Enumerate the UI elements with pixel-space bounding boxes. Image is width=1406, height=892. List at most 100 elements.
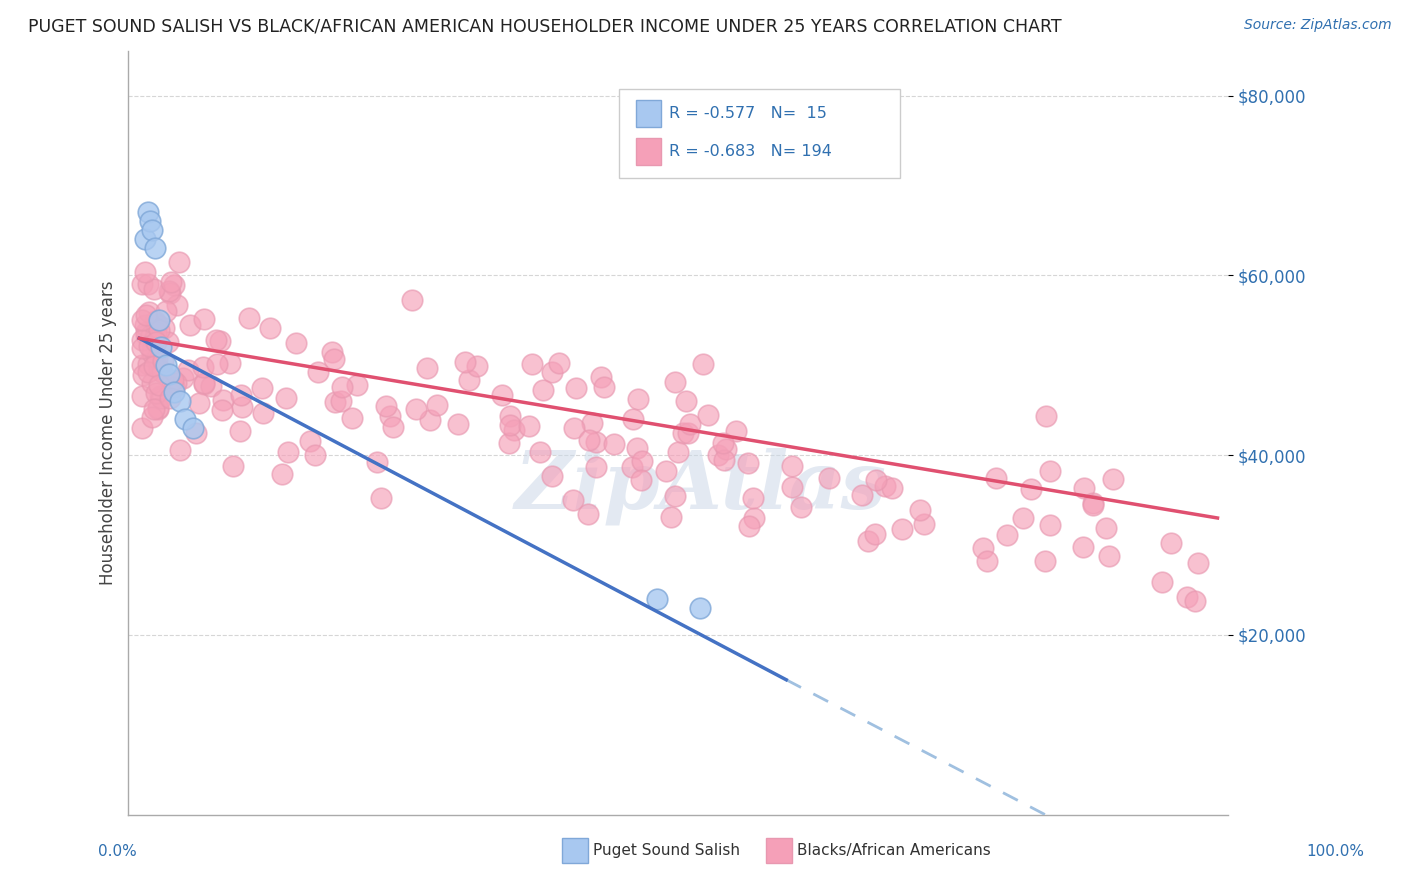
Point: [132, 368, 155, 383]
Point: [142, 401, 165, 416]
Text: Source: ZipAtlas.com: Source: ZipAtlas.com: [1244, 18, 1392, 32]
Point: [212, 392, 235, 407]
Point: [517, 419, 540, 434]
Point: [162, 373, 184, 387]
Point: [1150, 574, 1173, 589]
Point: [229, 424, 252, 438]
Point: [252, 381, 274, 395]
Point: [426, 398, 449, 412]
Point: [401, 293, 423, 307]
Point: [780, 458, 803, 473]
Point: [655, 464, 678, 478]
Point: [626, 442, 648, 456]
Point: [304, 448, 326, 462]
Point: [136, 357, 159, 371]
Point: [141, 341, 163, 355]
Point: [134, 232, 156, 246]
Point: [1098, 549, 1121, 563]
Point: [738, 519, 761, 533]
Point: [714, 442, 737, 457]
Point: [818, 471, 841, 485]
Point: [323, 352, 346, 367]
Point: [976, 554, 998, 568]
Point: [1035, 409, 1057, 424]
Point: [865, 473, 887, 487]
Point: [145, 326, 167, 340]
Point: [284, 336, 307, 351]
Point: [307, 365, 329, 379]
Point: [370, 491, 392, 505]
Point: [790, 500, 813, 515]
Point: [145, 241, 167, 255]
Point: [131, 334, 153, 348]
Point: [381, 419, 404, 434]
Point: [491, 388, 513, 402]
Point: [135, 308, 157, 322]
Point: [499, 409, 522, 423]
Point: [134, 265, 156, 279]
Point: [972, 541, 994, 555]
Point: [1175, 591, 1198, 605]
Point: [863, 527, 886, 541]
Point: [346, 378, 368, 392]
Point: [153, 321, 176, 335]
Text: ZipAtlas: ZipAtlas: [515, 448, 886, 524]
Point: [692, 357, 714, 371]
Point: [149, 340, 172, 354]
Point: [696, 409, 718, 423]
Point: [145, 318, 167, 332]
Point: [188, 396, 211, 410]
Point: [419, 413, 441, 427]
Point: [131, 421, 153, 435]
Point: [1035, 554, 1057, 568]
Point: [162, 380, 184, 394]
Point: [851, 488, 873, 502]
Point: [576, 507, 599, 521]
Text: PUGET SOUND SALISH VS BLACK/AFRICAN AMERICAN HOUSEHOLDER INCOME UNDER 25 YEARS C: PUGET SOUND SALISH VS BLACK/AFRICAN AMER…: [28, 18, 1062, 36]
Point: [231, 388, 253, 402]
Point: [222, 458, 245, 473]
Point: [1039, 518, 1062, 533]
Point: [891, 522, 914, 536]
Point: [238, 311, 260, 326]
Point: [165, 376, 187, 390]
Point: [380, 409, 402, 423]
Point: [593, 380, 616, 394]
Point: [1073, 481, 1095, 495]
Point: [416, 360, 439, 375]
Point: [138, 277, 160, 291]
Point: [131, 277, 153, 291]
Point: [163, 385, 186, 400]
Point: [179, 318, 201, 332]
Point: [145, 385, 167, 400]
Point: [585, 459, 607, 474]
Point: [995, 528, 1018, 542]
Point: [148, 313, 170, 327]
Point: [562, 493, 585, 508]
Point: [138, 338, 160, 352]
Point: [578, 433, 600, 447]
Point: [498, 436, 520, 450]
Point: [329, 394, 352, 409]
Point: [581, 416, 603, 430]
Point: [143, 359, 166, 374]
Point: [664, 489, 686, 503]
Point: [620, 460, 643, 475]
Point: [136, 205, 159, 219]
Point: [1187, 556, 1209, 570]
Point: [146, 401, 169, 416]
Point: [1083, 498, 1105, 512]
Point: [330, 380, 353, 394]
Point: [193, 376, 215, 391]
Point: [163, 278, 186, 293]
Point: [145, 334, 167, 349]
Point: [645, 591, 668, 606]
Point: [1094, 521, 1116, 535]
Point: [323, 394, 346, 409]
Point: [562, 420, 585, 434]
Point: [299, 434, 322, 448]
Point: [1160, 536, 1182, 550]
Point: [173, 412, 195, 426]
Point: [453, 355, 475, 369]
Point: [181, 421, 204, 435]
